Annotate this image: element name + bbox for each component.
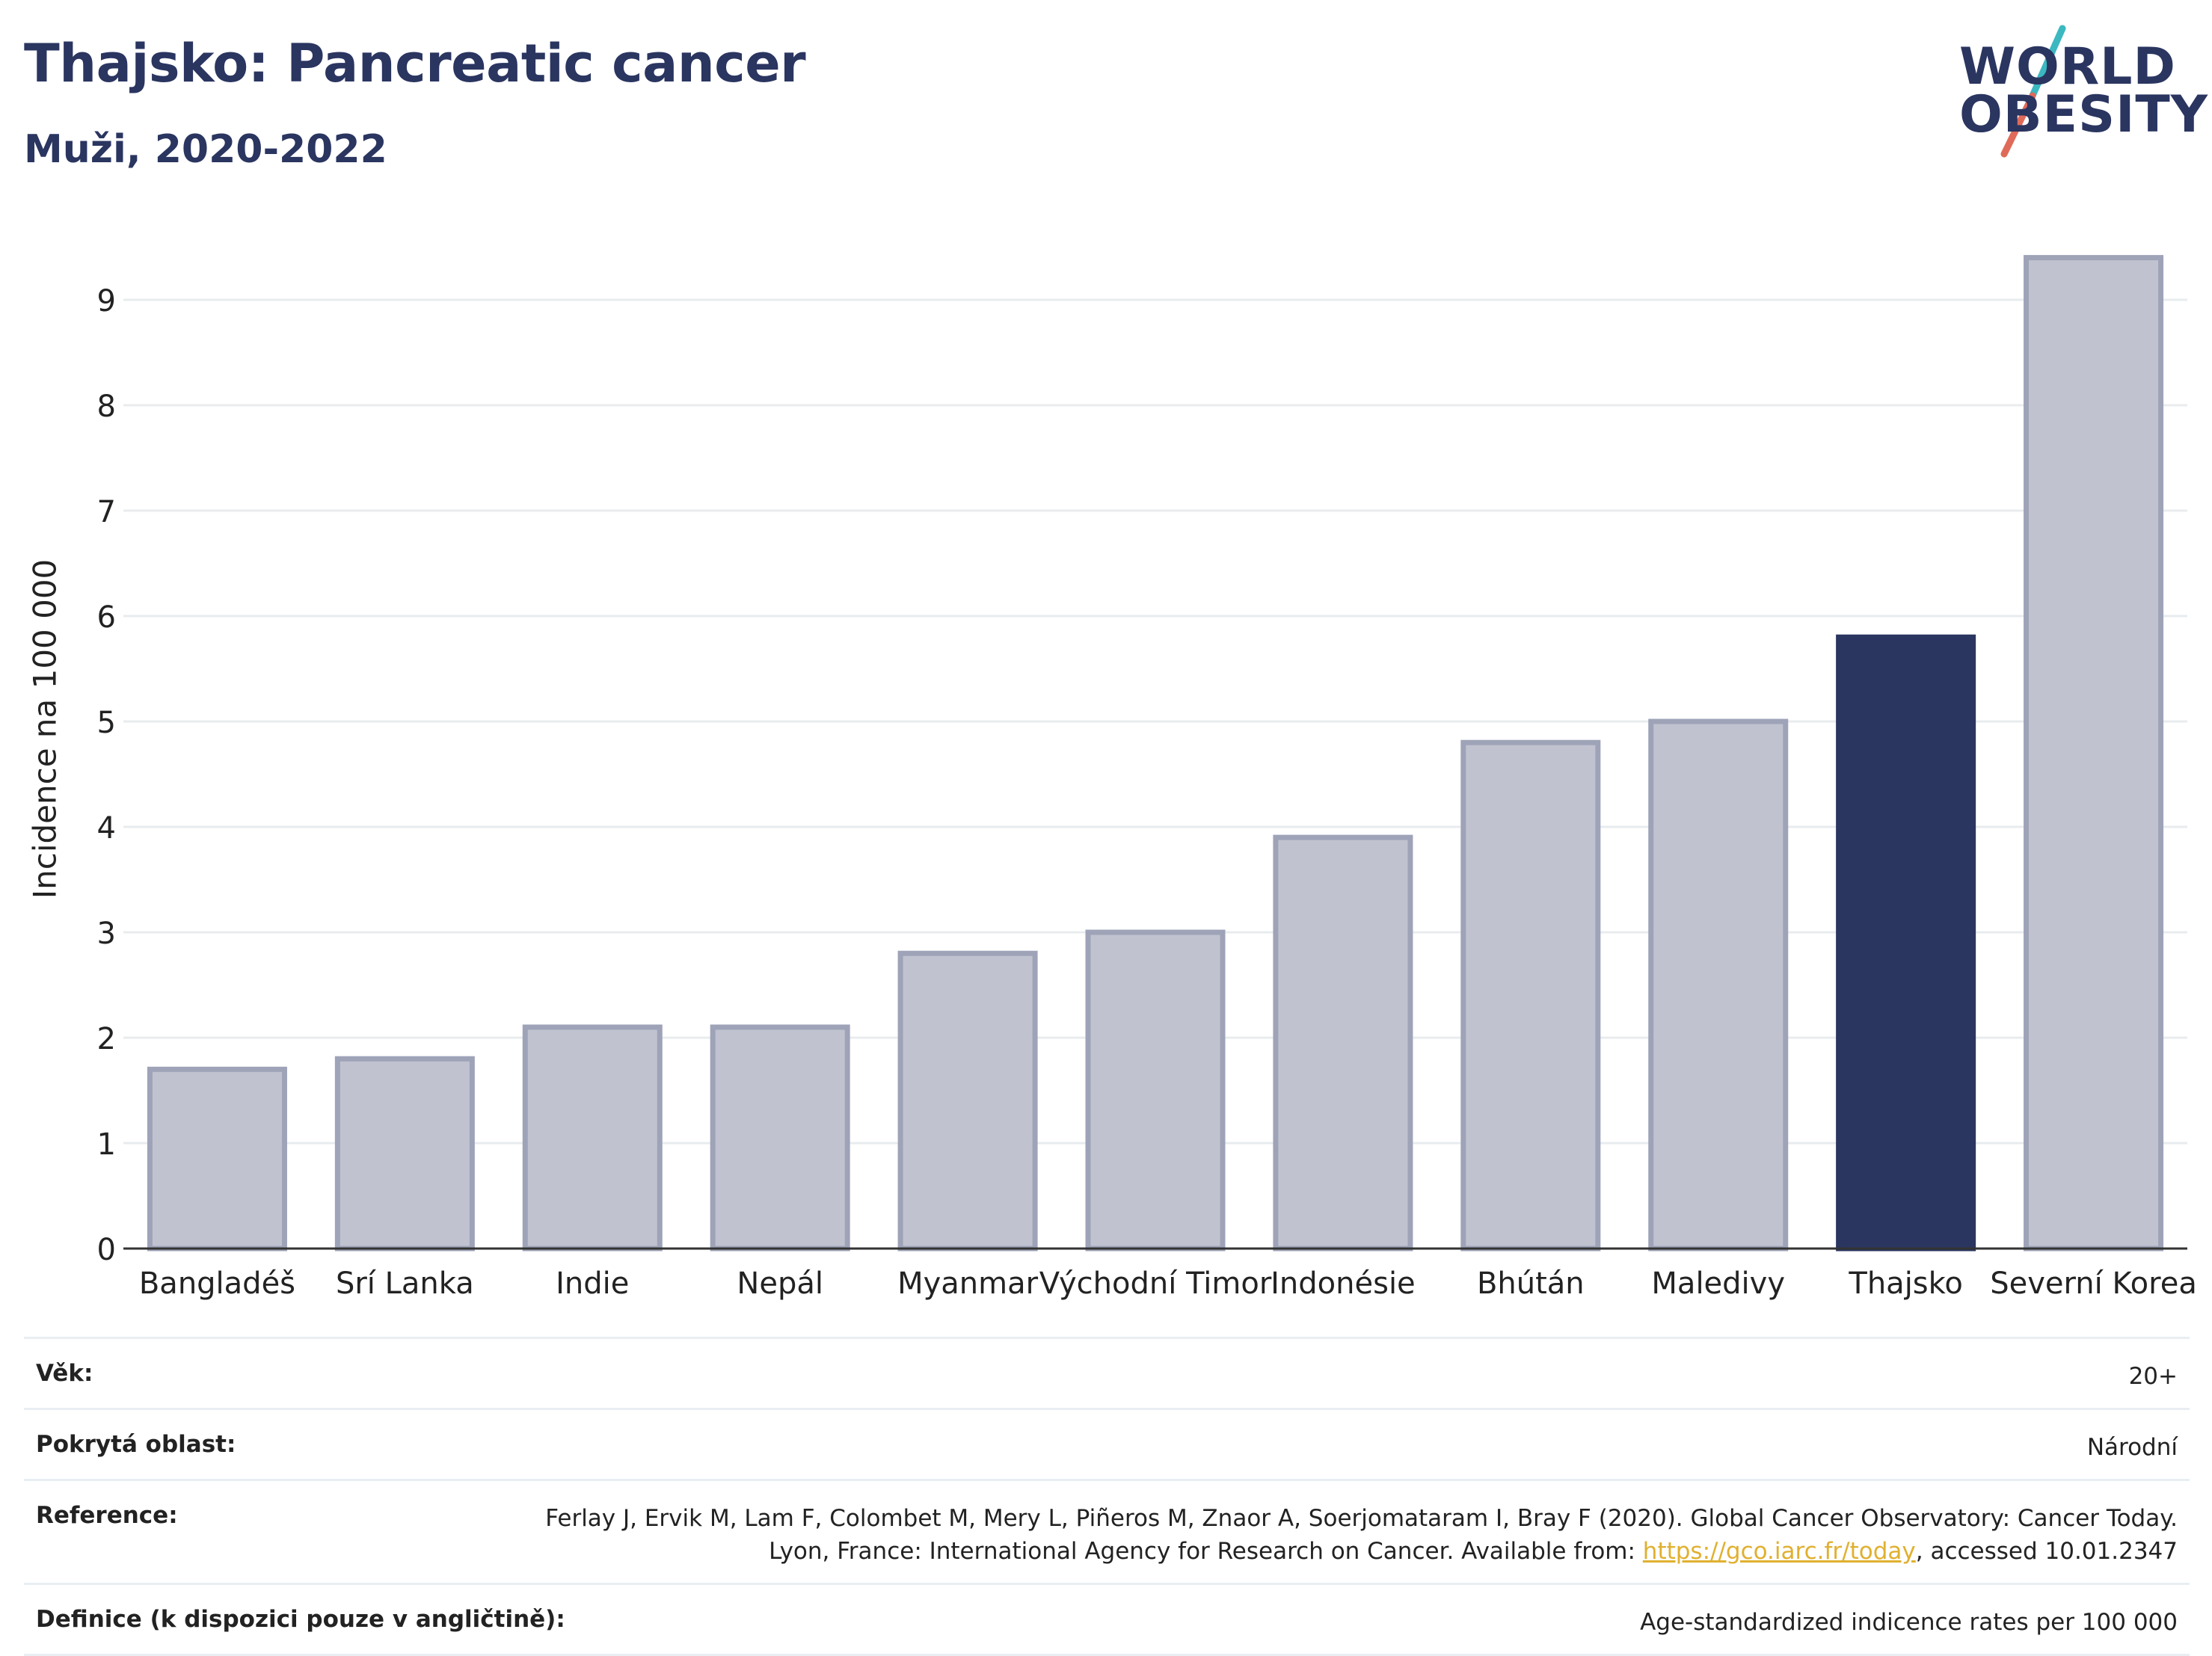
bar-country[interactable] [710,1024,850,1252]
info-table: Věk: 20+ Pokrytá oblast: Národní Referen… [24,1337,2190,1656]
y-tick-label: 0 [97,1233,116,1267]
x-tick-label: Maledivy [1651,1266,1785,1301]
logo-word-obesity: OBESITY [1959,85,2208,144]
reference-link[interactable]: https://gco.iarc.fr/today [1642,1538,1916,1565]
y-tick-label: 6 [97,600,116,635]
bar-country[interactable] [1648,718,1789,1252]
reference-label: Reference: [36,1502,178,1529]
y-tick-label: 5 [97,706,116,740]
logo-word-world: WORLD [1959,37,2176,96]
x-tick-label: Nepál [737,1266,823,1301]
x-tick-label: Indonésie [1271,1266,1416,1301]
definition-value: Age-standardized indicence rates per 100… [1640,1609,2178,1636]
x-tick-label: Thajsko [1848,1266,1962,1301]
x-tick-label: Východní Timor [1039,1266,1272,1301]
info-row-reference: Reference: Ferlay J, Ervik M, Lam F, Col… [24,1479,2190,1583]
definition-label: Definice (k dispozici pouze v angličtině… [36,1606,565,1633]
info-row-age: Věk: 20+ [24,1337,2190,1408]
x-tick-label: Severní Korea [1990,1266,2197,1301]
bar-country[interactable] [1085,929,1226,1252]
area-label: Pokrytá oblast: [36,1431,236,1458]
x-tick-label: Indie [556,1266,629,1301]
reference-accessed: , accessed 10.01.2347 [1915,1538,2178,1565]
y-tick-label: 8 [97,390,116,424]
bar-country[interactable] [1273,834,1413,1252]
age-label: Věk: [36,1360,93,1387]
reference-value: Ferlay J, Ervik M, Lam F, Colombet M, Me… [532,1502,2178,1568]
info-row-area: Pokrytá oblast: Národní [24,1408,2190,1479]
world-obesity-logo: WORLD OBESITY [1944,21,2208,163]
y-tick-label: 1 [97,1127,116,1162]
chart-title: Thajsko: Pancreatic cancer [24,33,806,94]
axis-layer: 0 1 2 3 4 5 6 7 8 9 Bangladéš Srí Lanka Indie Nepál My… [97,284,2197,1301]
bar-country[interactable] [334,1056,475,1252]
info-row-definition: Definice (k dispozici pouze v angličtině… [24,1583,2190,1656]
bar-chart: 0 1 2 3 4 5 6 7 8 9 Bangladéš Srí Lanka Indie Nepál My… [97,255,2197,1301]
x-tick-label: Bangladéš [139,1266,295,1301]
bar-country[interactable] [1460,739,1601,1252]
area-value: Národní [2086,1434,2178,1461]
x-tick-label: Bhútán [1477,1266,1585,1301]
reference-text: Ferlay J, Ervik M, Lam F, Colombet M, Me… [545,1505,2178,1565]
y-tick-label: 7 [97,495,116,529]
chart-subtitle: Muži, 2020-2022 [24,127,387,172]
y-tick-label: 9 [97,284,116,318]
bar-country[interactable] [522,1024,663,1252]
bar-country[interactable] [2024,255,2164,1252]
x-tick-label: Myanmar [897,1266,1039,1301]
bar-highlight[interactable] [1836,634,1976,1252]
age-value: 20+ [2128,1363,2178,1390]
y-tick-label: 2 [97,1022,116,1056]
bar-country[interactable] [147,1066,287,1252]
bar-country[interactable] [897,950,1038,1252]
logo-slash-icon [2000,25,2066,158]
y-tick-label: 4 [97,811,116,846]
y-tick-label: 3 [97,917,116,951]
bar-layer [147,255,2164,1252]
x-tick-label: Srí Lanka [336,1266,474,1301]
